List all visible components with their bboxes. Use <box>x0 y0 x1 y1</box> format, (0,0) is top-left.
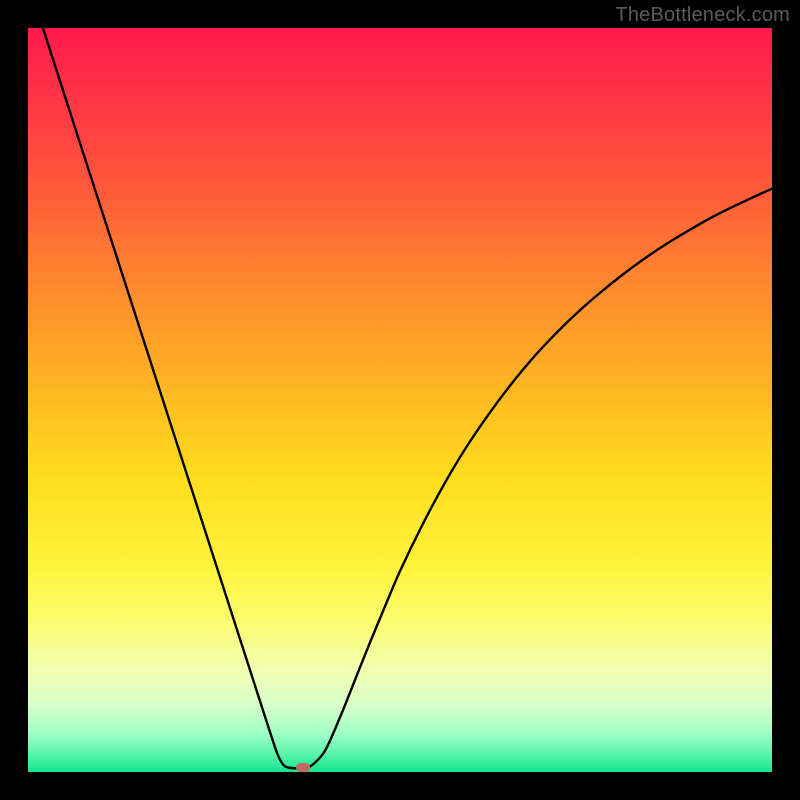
watermark-text: TheBottleneck.com <box>615 4 790 27</box>
curve-path <box>43 28 772 768</box>
chart-frame: TheBottleneck.com <box>0 0 800 800</box>
bottleneck-curve <box>0 0 800 800</box>
minimum-marker <box>296 763 310 772</box>
